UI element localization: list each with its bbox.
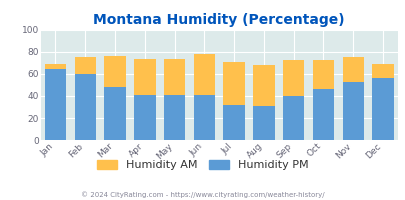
- Bar: [75, 57, 96, 74]
- Bar: [104, 56, 126, 87]
- Bar: [134, 59, 155, 95]
- Bar: [282, 96, 304, 140]
- Bar: [75, 74, 96, 140]
- Bar: [371, 64, 393, 78]
- Legend: Humidity AM, Humidity PM: Humidity AM, Humidity PM: [97, 160, 308, 170]
- Bar: [312, 60, 333, 89]
- Title: Montana Humidity (Percentage): Montana Humidity (Percentage): [93, 13, 344, 27]
- Bar: [45, 68, 66, 140]
- Bar: [104, 87, 126, 140]
- Bar: [45, 64, 66, 68]
- Bar: [193, 95, 215, 140]
- Bar: [282, 60, 304, 96]
- Bar: [342, 82, 363, 140]
- Text: © 2024 CityRating.com - https://www.cityrating.com/weather-history/: © 2024 CityRating.com - https://www.city…: [81, 191, 324, 198]
- Bar: [223, 105, 244, 140]
- Bar: [164, 95, 185, 140]
- Bar: [193, 54, 215, 95]
- Bar: [164, 59, 185, 95]
- Bar: [371, 78, 393, 140]
- Bar: [312, 89, 333, 140]
- Bar: [253, 106, 274, 140]
- Bar: [223, 62, 244, 105]
- Bar: [134, 95, 155, 140]
- Bar: [342, 57, 363, 82]
- Bar: [253, 65, 274, 106]
